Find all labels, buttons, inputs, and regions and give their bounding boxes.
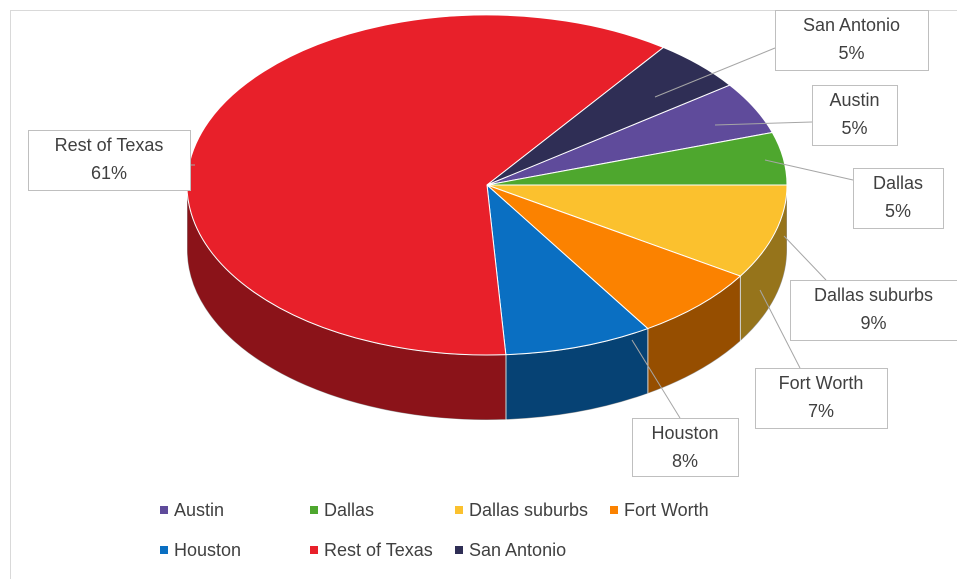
pie-side-shade [505,328,648,420]
legend-marker [160,506,168,514]
legend-label: Houston [174,540,241,560]
leader-line [759,289,801,369]
legend-label: Rest of Texas [324,540,433,560]
data-label-box [28,130,191,191]
legend-marker [610,506,618,514]
leader-line [783,235,827,281]
legend-label: Austin [174,500,224,520]
legend-marker [455,546,463,554]
leader-line [654,47,776,98]
pie-slice [486,184,742,330]
data-label-box [853,168,944,229]
pie-slice [486,183,649,356]
data-label-value: 5% [885,201,911,221]
legend-marker [310,506,318,514]
data-label-category: Austin [829,90,879,110]
legend-marker [160,546,168,554]
pie-side-shade [740,185,788,342]
legend-marker [310,546,318,554]
data-label-category: Dallas suburbs [814,285,933,305]
pie-side-shade [187,185,506,420]
legend-label: Dallas suburbs [469,500,588,520]
data-label-box [632,418,739,477]
data-label-value: 7% [808,401,834,421]
leader-line [631,339,681,419]
data-label-category: San Antonio [803,15,900,35]
leader-line [714,121,813,126]
data-label-value: 61% [91,163,127,183]
leader-line [764,159,854,181]
data-label-category: Houston [651,423,718,443]
data-label-category: Rest of Texas [55,135,164,155]
legend-label: Fort Worth [624,500,709,520]
data-label-box [755,368,888,429]
data-label-category: Dallas [873,173,923,193]
legend-label: Dallas [324,500,374,520]
data-label-category: Fort Worth [779,373,864,393]
data-label-value: 8% [672,451,698,471]
pie-side-shade [647,276,741,394]
legend-marker [455,506,463,514]
pie-slice [486,184,788,277]
pie-slice [486,46,731,186]
data-label-box [775,10,929,71]
data-label-box [790,280,957,341]
pie-slice [186,14,665,356]
data-label-value: 5% [841,118,867,138]
data-label-value: 5% [838,43,864,63]
legend-label: San Antonio [469,540,566,560]
data-label-value: 9% [860,313,886,333]
data-label-box [812,85,898,146]
